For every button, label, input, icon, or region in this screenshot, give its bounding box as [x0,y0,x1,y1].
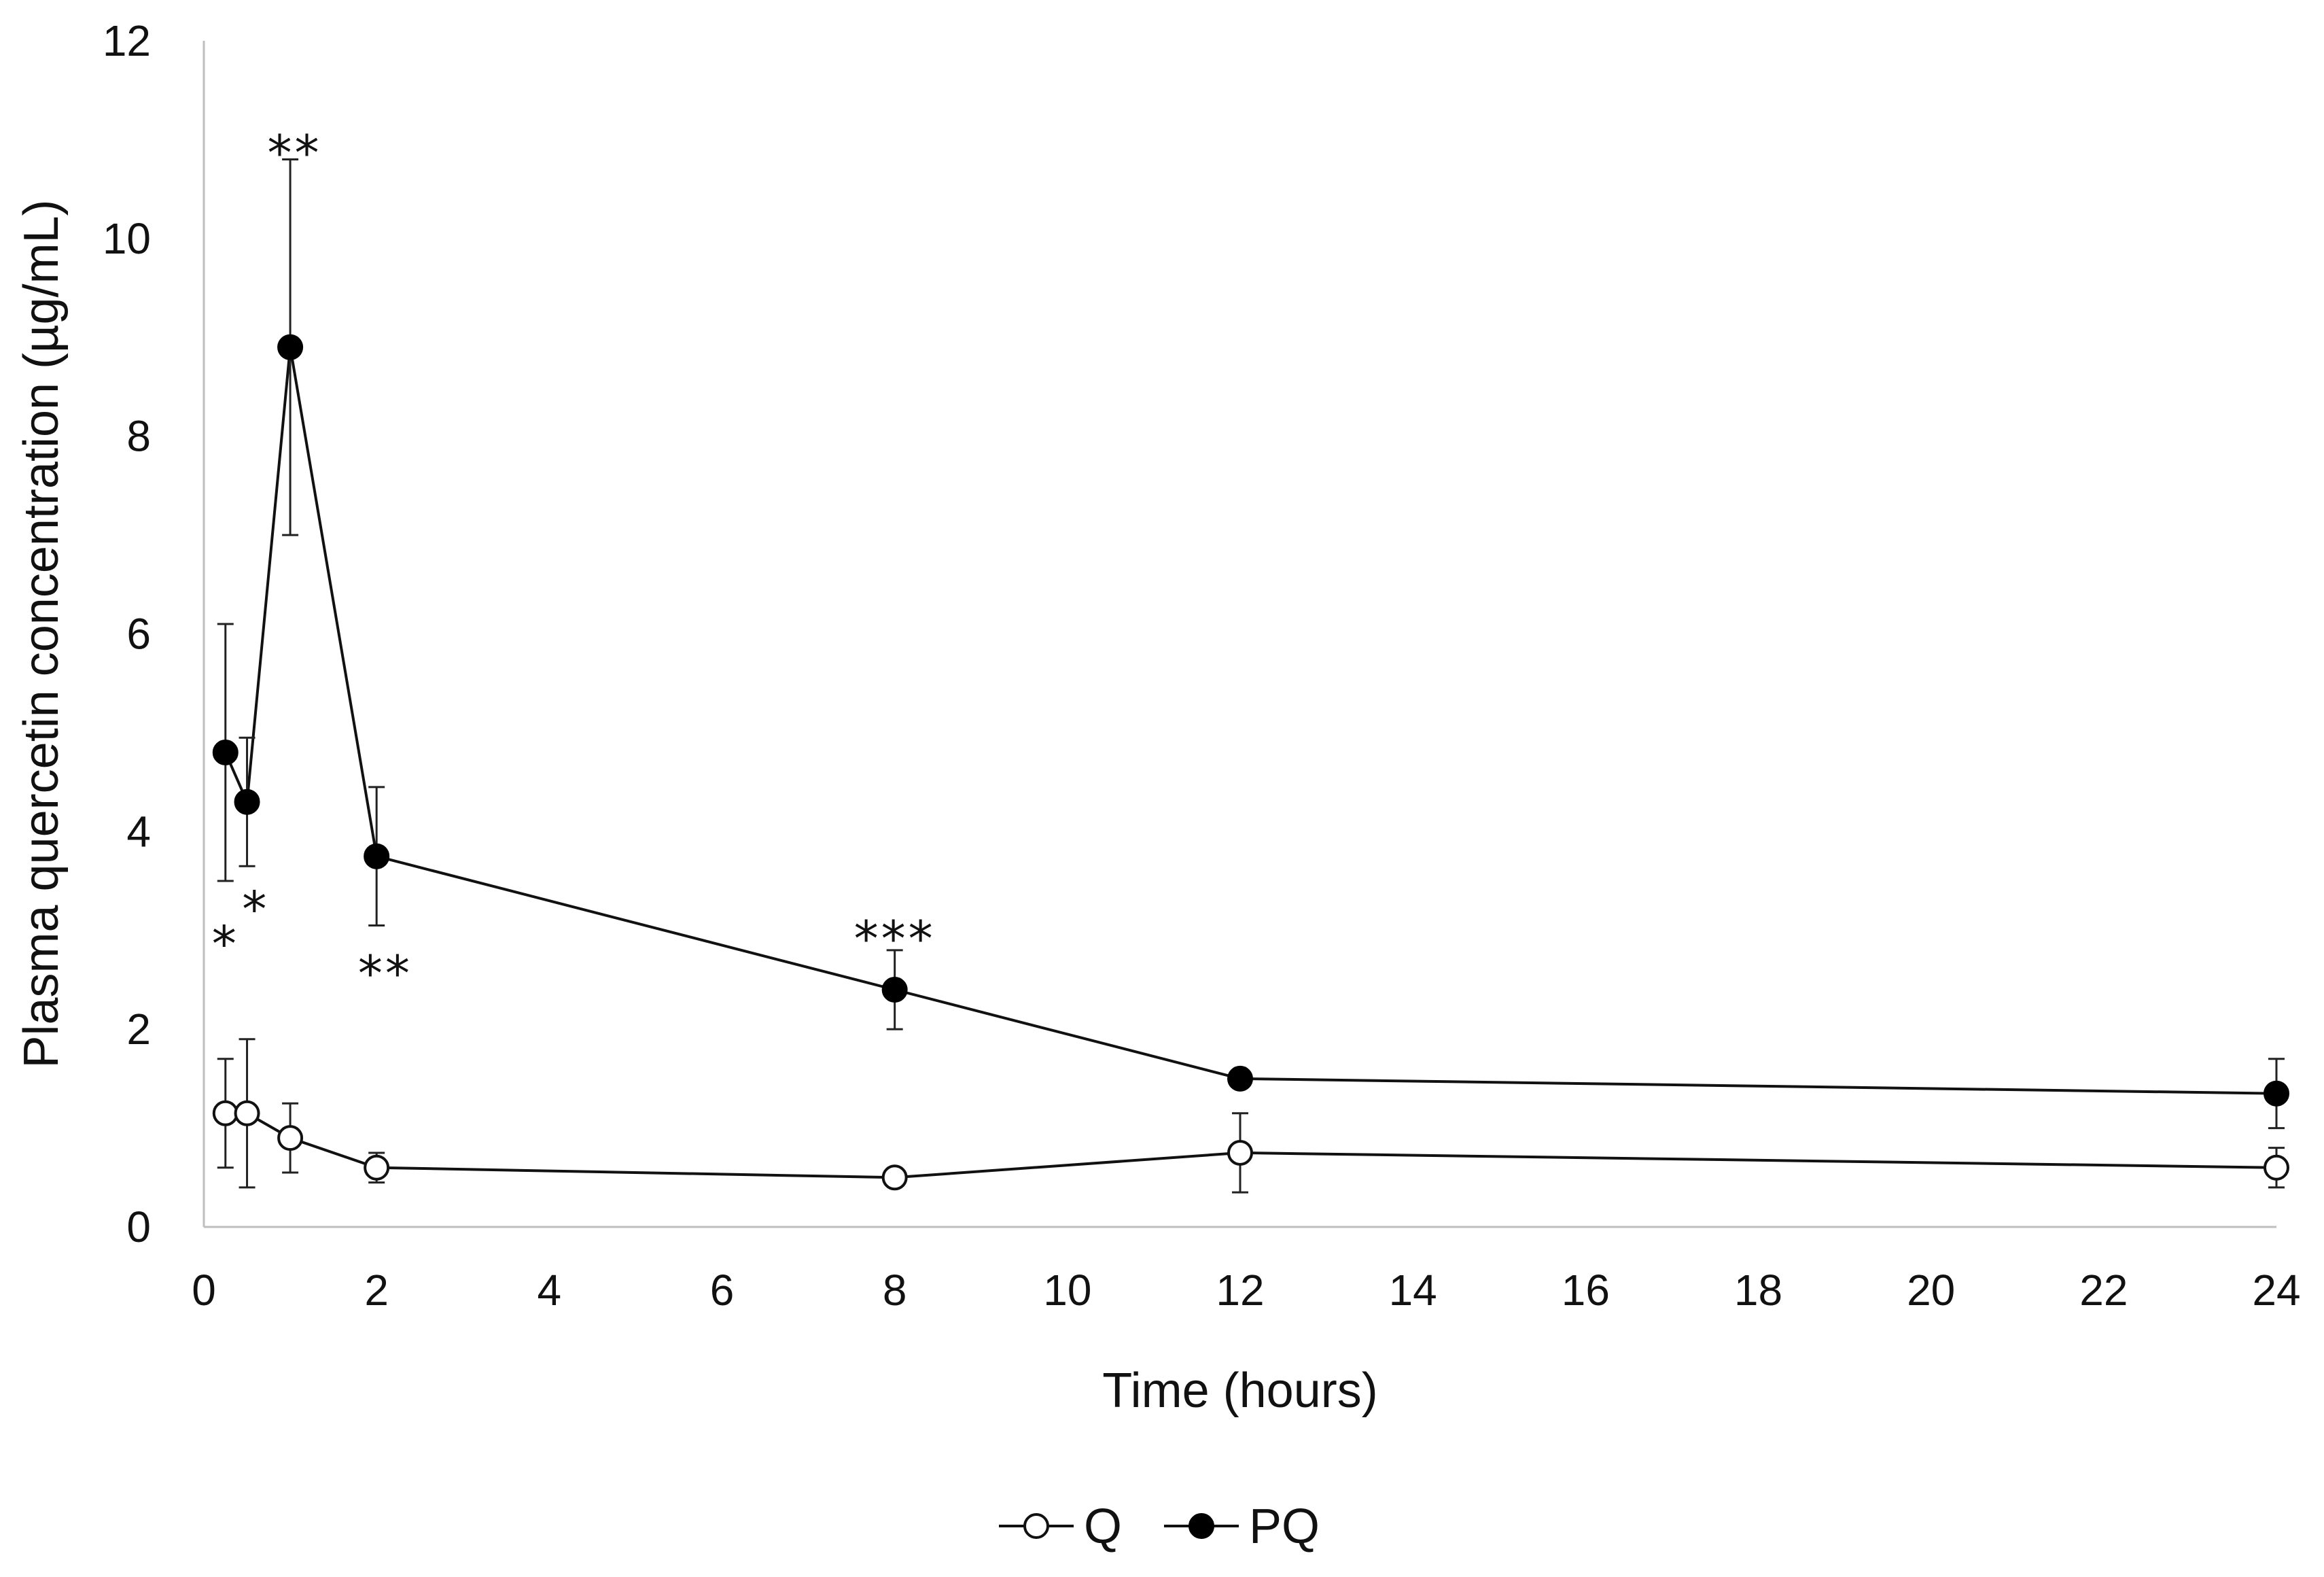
series-PQ [212,158,2289,1130]
legend-item-PQ: PQ [1164,1500,1320,1554]
x-tick-label: 20 [1907,1266,1955,1315]
y-tick-label: 12 [103,16,151,65]
legend-marker [1023,1513,1049,1539]
legend: Q PQ [999,1500,1320,1554]
y-tick-label: 6 [126,610,151,659]
data-point [234,1100,260,1126]
legend-marker [1189,1513,1214,1539]
y-tick-label: 0 [126,1202,151,1251]
x-tick-labels: 0 2 4 6 8 10 12 14 16 18 20 22 24 [192,1266,2300,1315]
x-tick-label: 8 [883,1266,907,1315]
y-axis-title: Plasma quercetin concentration (µg/mL) [14,199,69,1068]
data-point [1227,1065,1253,1092]
data-point [277,1125,304,1151]
x-axis-title: Time (hours) [1102,1364,1377,1418]
data-point [234,788,260,815]
legend-label: Q [1084,1500,1122,1554]
x-tick-label: 18 [1734,1266,1782,1315]
data-point [2264,1154,2289,1181]
significance-annotations: ********* [212,124,936,1002]
x-tick-label: 24 [2252,1266,2300,1315]
data-point [881,977,908,1003]
significance-mark: * [242,880,269,937]
legend-label: PQ [1249,1500,1320,1554]
x-tick-label: 4 [538,1266,562,1315]
data-point [212,740,239,765]
x-tick-label: 0 [192,1266,216,1315]
data-point [364,1154,390,1181]
data-point [881,1164,908,1191]
y-tick-label: 10 [103,214,151,263]
y-tick-labels: 0 2 4 6 8 10 12 [103,16,151,1251]
x-tick-label: 12 [1216,1266,1264,1315]
y-tick-label: 2 [126,1005,151,1054]
legend-item-Q: Q [999,1500,1122,1554]
y-tick-label: 8 [126,412,151,461]
x-tick-label: 2 [364,1266,389,1315]
significance-mark: *** [854,910,936,967]
y-tick-label: 4 [126,807,151,856]
significance-mark: ** [267,124,321,181]
series-line-Q [225,1111,2277,1179]
series-line-PQ [224,347,2277,1095]
x-tick-label: 16 [1562,1266,1610,1315]
x-tick-label: 14 [1389,1266,1437,1315]
series [212,158,2289,1194]
data-point [364,843,390,869]
series-Q [212,1038,2289,1194]
data-point [277,334,304,360]
x-tick-label: 6 [710,1266,735,1315]
significance-mark: * [212,915,239,972]
data-point [1227,1139,1253,1166]
data-point [212,1100,239,1126]
x-tick-label: 10 [1043,1266,1091,1315]
axes [203,41,2276,1228]
significance-mark: ** [358,945,412,1002]
x-tick-label: 22 [2079,1266,2128,1315]
data-point [2264,1080,2289,1107]
